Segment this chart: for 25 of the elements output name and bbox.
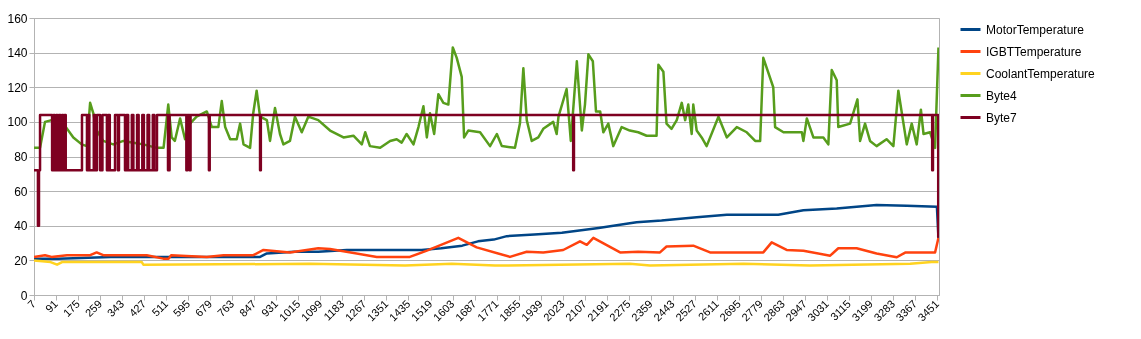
legend-label: CoolantTemperature (986, 66, 1096, 81)
y-tick-label: 100 (7, 115, 28, 130)
y-tick-label: 40 (14, 219, 28, 234)
legend-label: Byte7 (986, 110, 1018, 125)
legend-label: MotorTemperature (986, 22, 1085, 37)
y-tick-label: 20 (14, 253, 28, 268)
x-tick-label: 427 (126, 297, 149, 320)
x-tick-label: 595 (170, 297, 193, 320)
x-tick-label: 91 (42, 297, 61, 315)
x-tick-label: 847 (236, 297, 259, 320)
y-tick-label: 80 (14, 150, 28, 164)
y-tick-label: 120 (7, 80, 28, 95)
y-tick-label: 140 (7, 46, 28, 61)
y-tick-label: 60 (14, 184, 28, 199)
legend-label: Byte4 (986, 88, 1018, 103)
x-tick-label: 679 (192, 297, 215, 320)
y-tick-label: 160 (7, 11, 28, 26)
x-tick-label: 931 (258, 297, 281, 320)
y-tick-label: 0 (20, 288, 28, 303)
legend-label: IGBTTemperature (986, 44, 1082, 59)
x-tick-label: 259 (82, 297, 105, 320)
x-tick-label: 763 (214, 297, 237, 320)
x-tick-label: 175 (60, 297, 83, 320)
x-tick-label: 343 (104, 297, 127, 320)
x-tick-label: 511 (149, 297, 171, 319)
